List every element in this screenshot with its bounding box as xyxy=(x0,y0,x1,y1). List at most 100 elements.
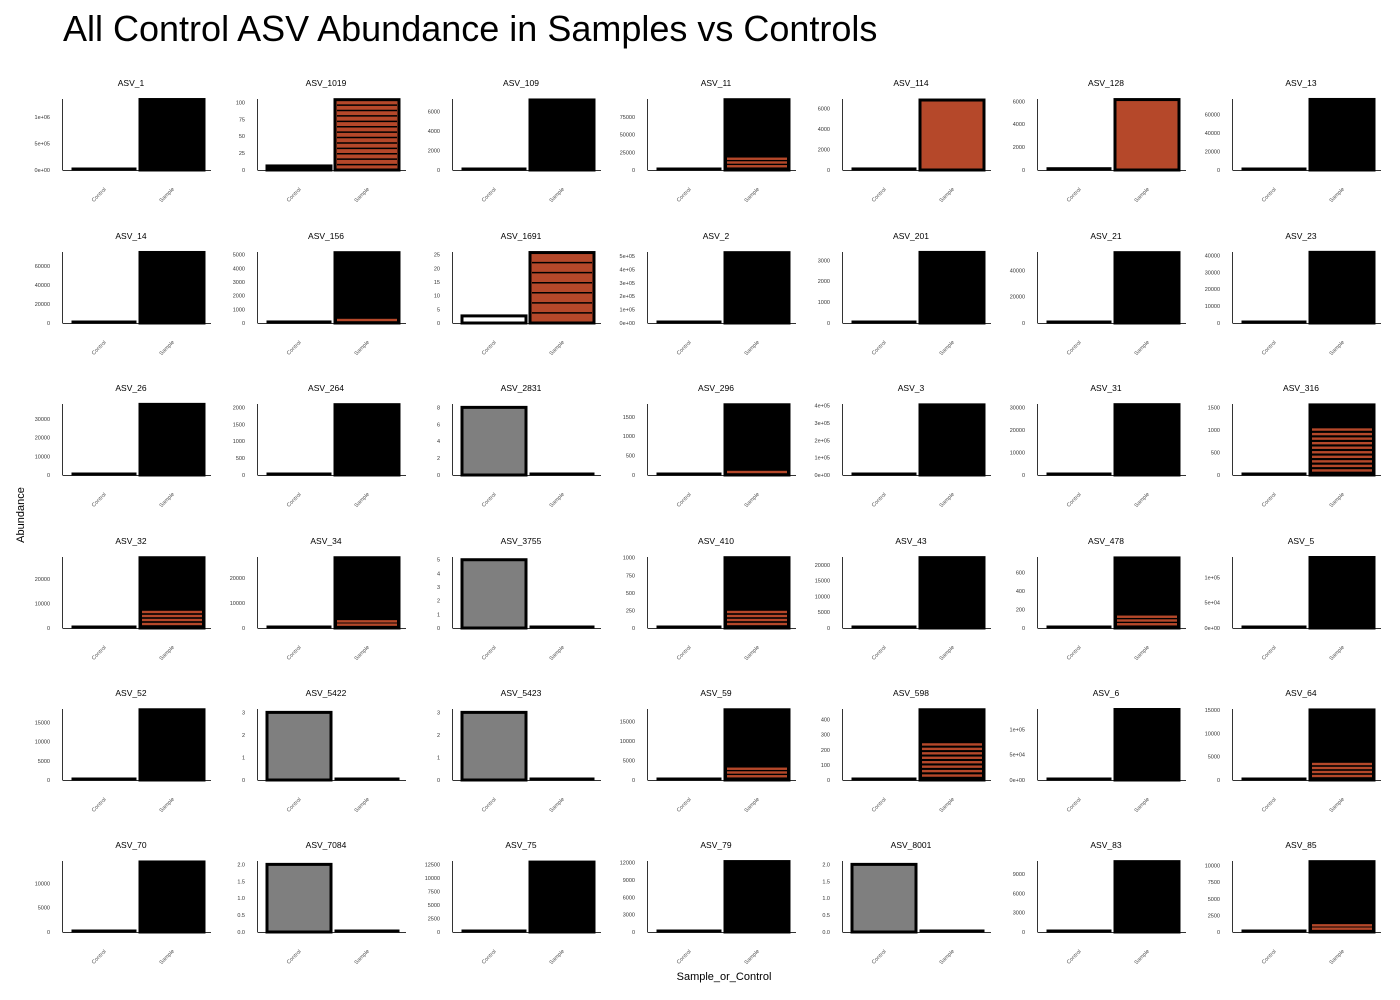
y-tick-label: 1.0 xyxy=(822,896,830,902)
x-tick-label: Sample xyxy=(744,340,761,357)
facet-panel: ASV_128 0 2000 4000 6000 Control Sample xyxy=(1013,78,1186,204)
facet-title: ASV_26 xyxy=(115,383,146,393)
x-tick-label: Control xyxy=(1066,187,1083,204)
y-tick-label: 0 xyxy=(1022,473,1025,479)
y-tick-label: 0e+00 xyxy=(1010,778,1025,784)
control-bar xyxy=(656,777,722,781)
y-tick-label: 30000 xyxy=(35,417,50,423)
y-tick-label: 8 xyxy=(437,405,440,411)
y-tick-label: 9000 xyxy=(623,878,635,884)
y-tick-label: 5000 xyxy=(428,903,440,909)
sample-bar xyxy=(334,777,400,781)
y-tick-label: 10000 xyxy=(35,602,50,608)
y-tick-label: 2 xyxy=(437,599,440,605)
control-bar xyxy=(656,625,722,629)
x-tick-label: Control xyxy=(871,340,888,357)
y-tick-label: 12500 xyxy=(425,862,440,868)
sample-bar xyxy=(529,625,595,629)
segment-stripe xyxy=(1312,762,1372,766)
x-tick-label: Control xyxy=(1066,645,1083,662)
control-bar xyxy=(1241,320,1307,324)
y-tick-label: 200 xyxy=(821,748,830,754)
y-tick-label: 0 xyxy=(47,626,50,632)
y-tick-label: 20000 xyxy=(1205,150,1220,156)
y-tick-label: 50 xyxy=(239,134,245,140)
control-bar xyxy=(461,929,527,933)
y-tick-label: 100 xyxy=(236,100,245,106)
facet-panel: ASV_26 0 10000 20000 30000 Control Sample xyxy=(35,383,211,509)
x-tick-label: Control xyxy=(676,187,693,204)
y-tick-label: 5 xyxy=(437,307,440,313)
x-tick-label: Sample xyxy=(159,645,176,662)
sample-bar xyxy=(529,472,595,476)
y-tick-label: 40000 xyxy=(1205,131,1220,137)
x-tick-label: Sample xyxy=(744,187,761,204)
x-tick-label: Sample xyxy=(939,949,956,966)
x-tick-label: Control xyxy=(871,187,888,204)
control-bar xyxy=(656,929,722,933)
segment-stripe xyxy=(337,620,397,623)
y-tick-label: 3000 xyxy=(233,280,245,286)
facet-panel: ASV_8001 0.0 0.5 1.0 1.5 2.0 Control Sample xyxy=(822,840,991,966)
y-tick-label: 0 xyxy=(242,473,245,479)
control-bar xyxy=(460,710,528,782)
x-tick-label: Sample xyxy=(939,645,956,662)
y-tick-label: 20000 xyxy=(35,436,50,442)
y-tick-label: 9000 xyxy=(1013,872,1025,878)
control-bar xyxy=(851,167,917,171)
x-tick-label: Control xyxy=(91,187,108,204)
y-tick-label: 0 xyxy=(632,168,635,174)
y-tick-label: 0 xyxy=(437,626,440,632)
facet-panel: ASV_5422 0 1 2 3 Control Sample xyxy=(242,688,406,814)
y-tick-label: 15000 xyxy=(620,719,635,725)
segment-stripe xyxy=(1312,766,1372,770)
y-tick-label: 1500 xyxy=(233,422,245,428)
y-tick-label: 5000 xyxy=(1208,755,1220,761)
y-tick-label: 3 xyxy=(242,710,245,716)
facet-panel: ASV_21 0 20000 40000 Control Sample xyxy=(1010,231,1186,357)
segment-stripe xyxy=(922,756,982,759)
segment-stripe xyxy=(1312,464,1372,468)
segment-stripe xyxy=(922,769,982,773)
y-tick-label: 0 xyxy=(437,168,440,174)
facet-title: ASV_2 xyxy=(703,231,730,241)
facet-title: ASV_83 xyxy=(1090,840,1121,850)
facet-title: ASV_79 xyxy=(700,840,731,850)
facet-panel: ASV_34 0 10000 20000 Control Sample xyxy=(230,536,406,662)
sample-bar xyxy=(1113,98,1181,172)
facet-title: ASV_1019 xyxy=(306,78,347,88)
x-tick-label: Sample xyxy=(549,645,566,662)
segment-stripe xyxy=(1312,460,1372,463)
facet-title: ASV_59 xyxy=(700,688,731,698)
control-bar xyxy=(71,472,137,476)
x-tick-label: Control xyxy=(1066,797,1083,814)
y-tick-label: 3e+05 xyxy=(815,421,830,427)
control-bar xyxy=(461,167,527,171)
x-tick-label: Sample xyxy=(354,340,371,357)
facet-panel: ASV_14 0 20000 40000 60000 Control Sample xyxy=(35,231,211,357)
facet-title: ASV_1 xyxy=(118,78,145,88)
x-tick-label: Sample xyxy=(549,340,566,357)
y-tick-label: 4e+05 xyxy=(815,404,830,410)
y-tick-label: 1e+05 xyxy=(1010,727,1025,733)
facet-panel: ASV_6 0e+00 5e+04 1e+05 Control Sample xyxy=(1010,688,1186,814)
x-tick-label: Sample xyxy=(1134,187,1151,204)
x-tick-label: Control xyxy=(871,949,888,966)
y-tick-label: 1.5 xyxy=(237,879,245,885)
y-tick-label: 0 xyxy=(47,321,50,327)
facet-panel: ASV_109 0 2000 4000 6000 Control Sample xyxy=(428,78,601,204)
y-tick-label: 0e+00 xyxy=(620,321,635,327)
control-bar xyxy=(71,320,137,324)
segment-stripe xyxy=(142,618,202,622)
x-tick-label: Control xyxy=(286,340,303,357)
y-tick-label: 30000 xyxy=(1205,270,1220,276)
facet-title: ASV_21 xyxy=(1090,231,1121,241)
y-tick-label: 10000 xyxy=(230,601,245,607)
segment-stripe xyxy=(727,614,787,618)
x-tick-label: Sample xyxy=(939,340,956,357)
facet-title: ASV_34 xyxy=(310,536,341,546)
sample-bar xyxy=(1308,556,1376,630)
y-tick-label: 1 xyxy=(437,755,440,761)
segment-stripe xyxy=(727,610,787,614)
facet-title: ASV_598 xyxy=(893,688,929,698)
